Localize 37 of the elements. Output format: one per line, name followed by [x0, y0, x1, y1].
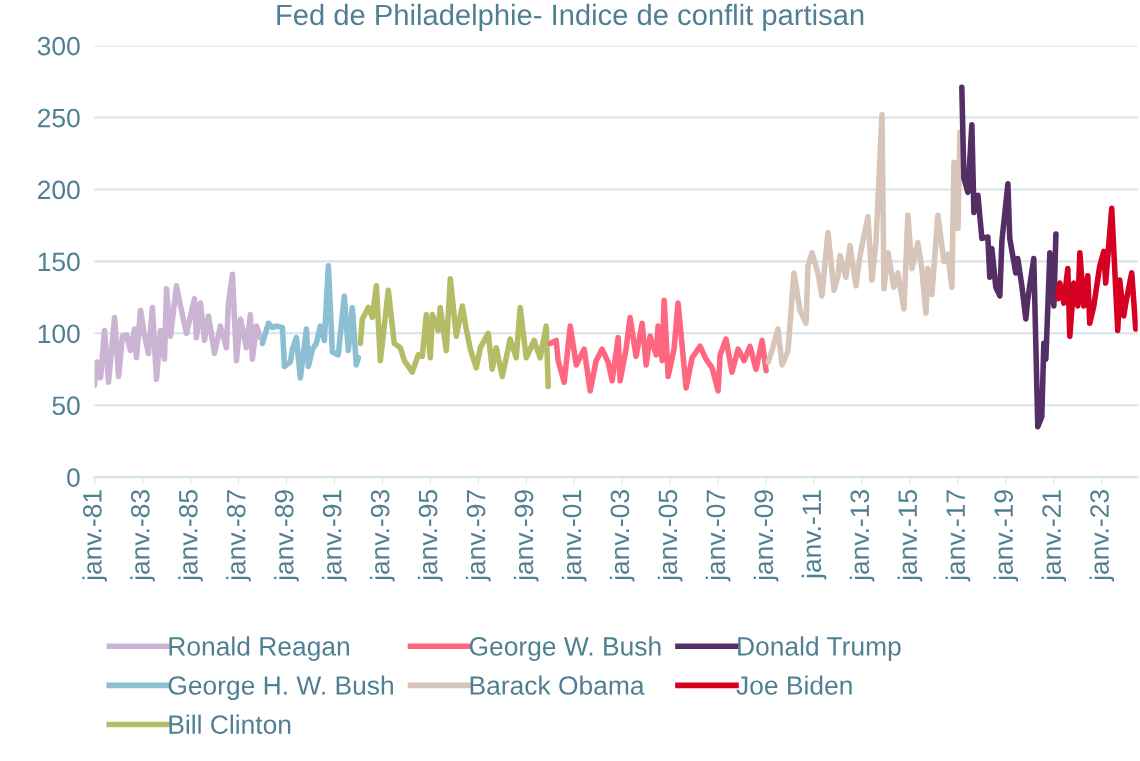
x-tick-label: janv.-81 [82, 490, 107, 582]
y-tick-label: 50 [52, 396, 80, 416]
chart-title: Fed de Philadelphie- Indice de conflit partisan [277, 3, 864, 31]
x-tick-label: janv.-99 [513, 490, 539, 582]
x-tick-label: janv.-97 [466, 490, 491, 582]
x-tick-label: janv.-19 [993, 490, 1019, 582]
x-tick-label: janv.-87 [226, 490, 251, 582]
legend-label: Joe Biden [736, 675, 852, 695]
x-tick-label: janv.-83 [130, 490, 155, 582]
x-tick-label: janv.-95 [418, 490, 443, 582]
x-tick-label: janv.-89 [274, 490, 299, 582]
legend-label: Donald Trump [738, 636, 901, 661]
x-tick-label: janv.-21 [1041, 490, 1067, 582]
legend-label: George H. W. Bush [168, 675, 393, 701]
x-tick-label: janv.-03 [609, 490, 635, 582]
x-tick-label: janv.-93 [370, 490, 395, 582]
x-tick-label: janv.-23 [1089, 490, 1115, 582]
x-tick-label: janv.-09 [753, 490, 779, 582]
x-tick-label: janv.-11 [801, 490, 827, 580]
x-tick-label: janv.-13 [849, 490, 875, 582]
x-tick-label: janv.-85 [178, 490, 203, 582]
y-tick-label: 200 [38, 180, 80, 200]
x-tick-label: janv.-17 [945, 490, 971, 582]
y-tick-label: 0 [67, 468, 80, 487]
x-tick-label: janv.-15 [897, 490, 923, 582]
x-tick-label: janv.-05 [657, 490, 683, 582]
x-tick-label: janv.-91 [322, 490, 347, 582]
y-tick-label: 100 [38, 324, 80, 344]
legend-label: George W. Bush [469, 636, 661, 661]
x-tick-label: janv.-01 [561, 490, 587, 582]
y-tick-label: 250 [38, 108, 80, 128]
legend-label: Bill Clinton [169, 714, 291, 734]
x-tick-label: janv.-07 [705, 490, 731, 582]
y-tick-label: 300 [37, 36, 80, 56]
legend-label: Barack Obama [470, 675, 645, 695]
y-tick-label: 150 [38, 252, 80, 272]
legend-label: Ronald Reagan [169, 636, 349, 661]
